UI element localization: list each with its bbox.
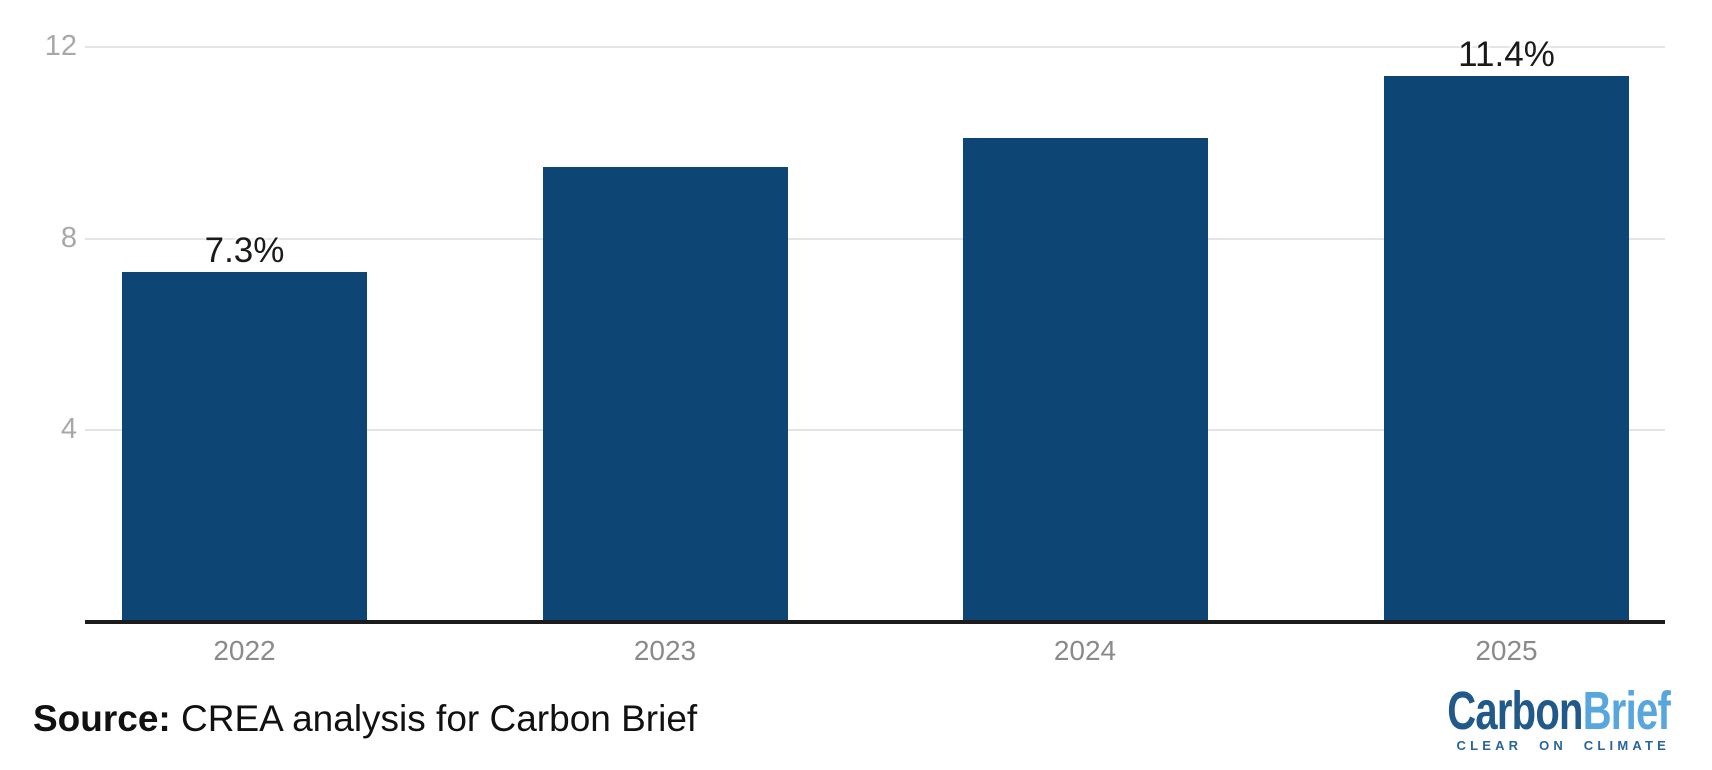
- source-text: CREA analysis for Carbon Brief: [170, 698, 698, 739]
- x-axis-tick-2022: 2022: [213, 635, 276, 666]
- y-axis-tick-12: 12: [44, 30, 77, 63]
- bar-2024[interactable]: [962, 138, 1208, 622]
- bar-2022[interactable]: [122, 272, 367, 622]
- y-axis-tick-8: 8: [60, 221, 77, 254]
- bar-2025[interactable]: [1384, 75, 1629, 622]
- source-label: Source:: [33, 698, 171, 739]
- x-axis-line: [85, 620, 1665, 624]
- logo-tagline: CLEAR ON CLIMATE: [1456, 738, 1670, 753]
- y-axis-tick-4: 4: [60, 413, 77, 446]
- source-credit: Source: CREA analysis for Carbon Brief: [33, 698, 697, 740]
- bar-2023[interactable]: [542, 166, 788, 622]
- data-label-2025: 11.4%: [1458, 34, 1555, 74]
- data-label-2022: 7.3%: [204, 231, 285, 271]
- carbonbrief-logo: CarbonBrief CLEAR ON CLIMATE: [1369, 681, 1671, 753]
- x-axis-tick-2023: 2023: [633, 635, 697, 666]
- gridline-y-12: [85, 46, 1665, 49]
- logo-part-carbon: Carbon: [1447, 681, 1583, 741]
- logo-part-brief: Brief: [1582, 681, 1671, 741]
- gridline-y-8: [85, 237, 1665, 240]
- x-axis-tick-2025: 2025: [1475, 635, 1538, 666]
- x-axis-tick-2024: 2024: [1053, 635, 1117, 666]
- gridline-y-4: [85, 429, 1665, 432]
- carbonbrief-wordmark: CarbonBrief: [1447, 681, 1671, 741]
